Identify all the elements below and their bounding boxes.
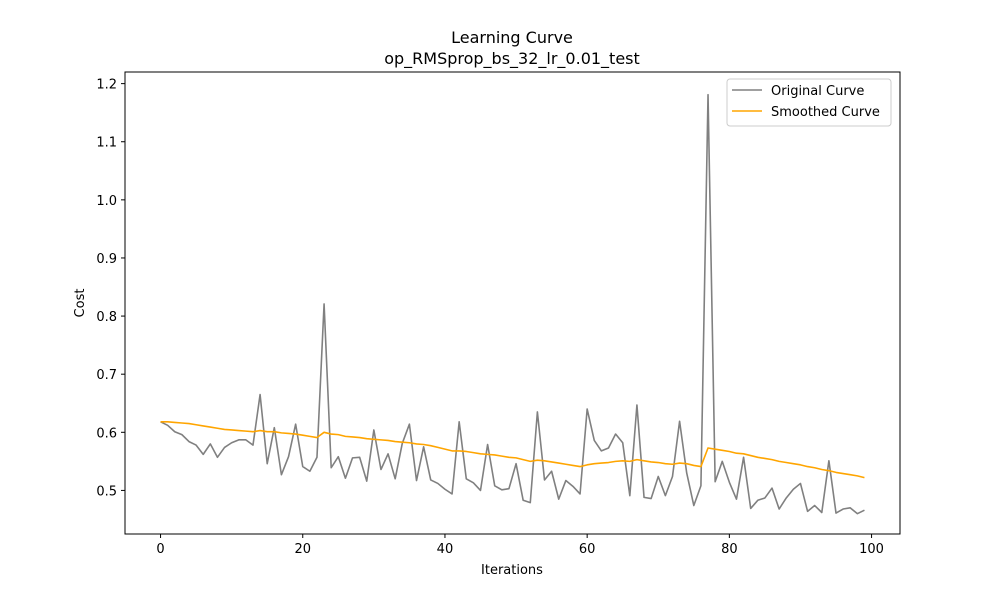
y-tick-label: 0.9 bbox=[96, 252, 117, 267]
series-layer bbox=[160, 93, 865, 515]
y-axis-label: Cost bbox=[73, 289, 88, 318]
y-tick-label: 1.2 bbox=[96, 78, 117, 93]
x-tick-label: 20 bbox=[294, 542, 311, 557]
y-tick-label: 0.7 bbox=[96, 368, 117, 383]
y-tick-label: 1.0 bbox=[96, 194, 117, 209]
x-tick-label: 60 bbox=[579, 542, 596, 557]
legend-label-original: Original Curve bbox=[771, 84, 864, 99]
legend-box bbox=[726, 78, 892, 127]
axes-frame bbox=[124, 71, 901, 535]
chart-subtitle: op_RMSprop_bs_32_lr_0.01_test bbox=[384, 49, 640, 69]
x-tick-label: 0 bbox=[156, 542, 164, 557]
plot-area bbox=[160, 93, 865, 515]
x-tick-label: 80 bbox=[721, 542, 738, 557]
y-tick-label: 1.1 bbox=[96, 136, 117, 151]
original-curve-line bbox=[160, 93, 865, 515]
x-tick-label: 40 bbox=[437, 542, 454, 557]
x-tick-label: 100 bbox=[859, 542, 884, 557]
chart-title: Learning Curve bbox=[451, 28, 573, 47]
smoothed-curve-line bbox=[160, 421, 865, 479]
y-tick-label: 0.8 bbox=[96, 310, 117, 325]
y-tick-label: 0.5 bbox=[96, 484, 117, 499]
x-axis-label: Iterations bbox=[481, 563, 543, 578]
y-axis-ticks: 0.5 0.6 0.7 0.8 0.9 1.0 1.1 1.2 bbox=[96, 78, 125, 499]
x-axis-ticks: 0 20 40 60 80 100 bbox=[156, 534, 884, 557]
legend-label-smoothed: Smoothed Curve bbox=[771, 105, 880, 120]
y-tick-label: 0.6 bbox=[96, 426, 117, 441]
legend: Original Curve Smoothed Curve bbox=[726, 78, 892, 127]
